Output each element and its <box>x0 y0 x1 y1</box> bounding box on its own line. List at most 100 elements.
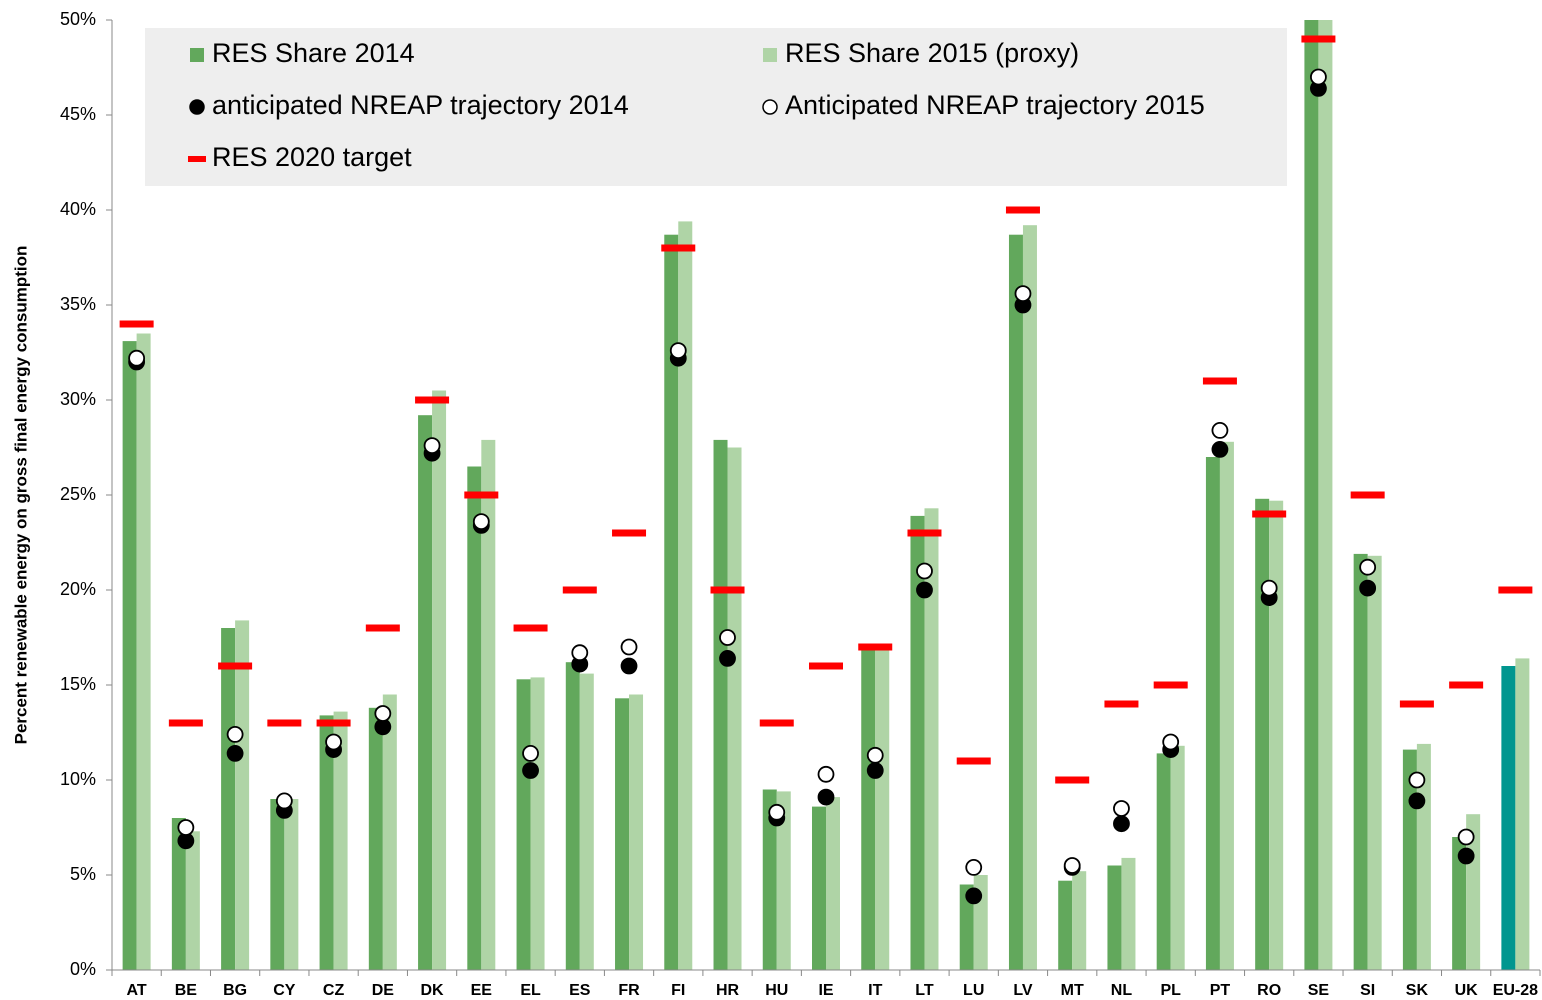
bar <box>467 466 482 970</box>
bar <box>185 831 200 970</box>
bar <box>678 221 693 970</box>
bar <box>1107 865 1122 970</box>
legend-box <box>145 28 1287 186</box>
x-tick-label: LU <box>963 982 984 999</box>
trajectory-marker <box>325 733 342 751</box>
bar <box>1170 745 1185 970</box>
bar <box>530 677 545 970</box>
bar <box>565 662 580 970</box>
bar <box>1304 20 1319 970</box>
y-axis-label: Percent renewable energy on gross final … <box>11 246 30 745</box>
x-tick-label: EL <box>520 982 541 999</box>
target-dash <box>464 491 499 499</box>
bar <box>861 645 876 970</box>
legend-swatch <box>762 99 778 115</box>
bar <box>924 508 939 970</box>
bar <box>629 694 644 970</box>
legend-label: anticipated NREAP trajectory 2014 <box>212 90 629 120</box>
bar <box>270 799 285 970</box>
trajectory-marker <box>1408 792 1426 810</box>
target-dash <box>1301 35 1336 43</box>
bar <box>1008 234 1023 970</box>
bar <box>875 645 890 970</box>
bar <box>1353 553 1368 970</box>
trajectory-marker <box>866 746 884 764</box>
target-dash <box>1399 700 1434 708</box>
trajectory-marker <box>1211 440 1229 458</box>
legend-swatch <box>190 48 204 62</box>
x-tick-label: IE <box>818 982 833 999</box>
trajectory-marker <box>1260 579 1278 597</box>
trajectory-marker <box>1310 68 1327 86</box>
trajectory-marker <box>374 705 392 722</box>
target-dash <box>1449 681 1484 689</box>
bar <box>664 234 679 970</box>
x-tick-label: DE <box>372 982 395 999</box>
bar <box>418 415 433 970</box>
bar <box>1501 666 1516 970</box>
y-tick-label: 0% <box>70 959 96 979</box>
legend-label: Anticipated NREAP trajectory 2015 <box>785 90 1205 120</box>
target-dash <box>1202 377 1237 385</box>
trajectory-marker <box>571 644 589 662</box>
y-tick-label: 25% <box>60 484 96 504</box>
bar <box>812 806 826 970</box>
target-dash <box>759 719 794 727</box>
target-dash <box>513 624 548 632</box>
trajectory-marker <box>866 762 884 779</box>
bar <box>171 818 186 970</box>
target-dash <box>119 320 154 328</box>
trajectory-marker <box>965 887 983 905</box>
trajectory-marker <box>1359 558 1377 576</box>
x-tick-label: NL <box>1111 982 1133 999</box>
x-tick-label: PL <box>1160 982 1181 999</box>
trajectory-marker <box>916 562 933 580</box>
target-dash <box>1252 510 1287 518</box>
x-tick-label: IT <box>868 982 882 999</box>
bar <box>1515 658 1530 970</box>
trajectory-marker <box>620 657 638 675</box>
trajectory-marker <box>177 819 195 836</box>
target-dash <box>562 586 597 594</box>
target-dash <box>1055 776 1090 784</box>
target-dash <box>661 244 696 252</box>
bar <box>615 698 630 970</box>
trajectory-marker <box>1211 421 1229 439</box>
x-tick-label: FI <box>671 982 685 999</box>
legend-label: RES Share 2014 <box>212 38 415 68</box>
bar <box>959 884 974 970</box>
trajectory-marker <box>1014 285 1032 303</box>
target-dash <box>907 529 942 537</box>
target-dash <box>1005 206 1040 214</box>
legend-label: RES Share 2015 (proxy) <box>785 38 1079 68</box>
x-tick-label: HU <box>765 982 788 999</box>
target-dash <box>168 719 203 727</box>
trajectory-marker <box>719 650 736 667</box>
trajectory-marker <box>522 745 539 762</box>
trajectory-marker <box>522 762 539 779</box>
bar <box>382 694 397 970</box>
legend-swatch <box>188 156 206 162</box>
bar <box>1072 871 1087 970</box>
target-dash <box>1104 700 1139 708</box>
bar <box>727 447 742 970</box>
x-tick-label: HR <box>716 982 740 999</box>
y-tick-label: 45% <box>60 104 96 124</box>
legend-swatch <box>189 99 205 115</box>
target-dash <box>1153 681 1188 689</box>
bar <box>579 673 594 970</box>
bar <box>284 799 299 970</box>
y-tick-label: 40% <box>60 199 96 219</box>
trajectory-marker <box>1113 800 1130 817</box>
bar <box>1156 753 1171 970</box>
trajectory-marker <box>1162 733 1180 751</box>
bar <box>1452 837 1467 970</box>
bar <box>1058 880 1073 970</box>
target-dash <box>415 396 450 404</box>
target-dash <box>267 719 302 727</box>
legend-label: RES 2020 target <box>212 142 412 172</box>
trajectory-marker <box>916 581 933 599</box>
bar <box>910 515 925 970</box>
y-tick-label: 10% <box>60 769 96 789</box>
bar <box>432 390 447 970</box>
